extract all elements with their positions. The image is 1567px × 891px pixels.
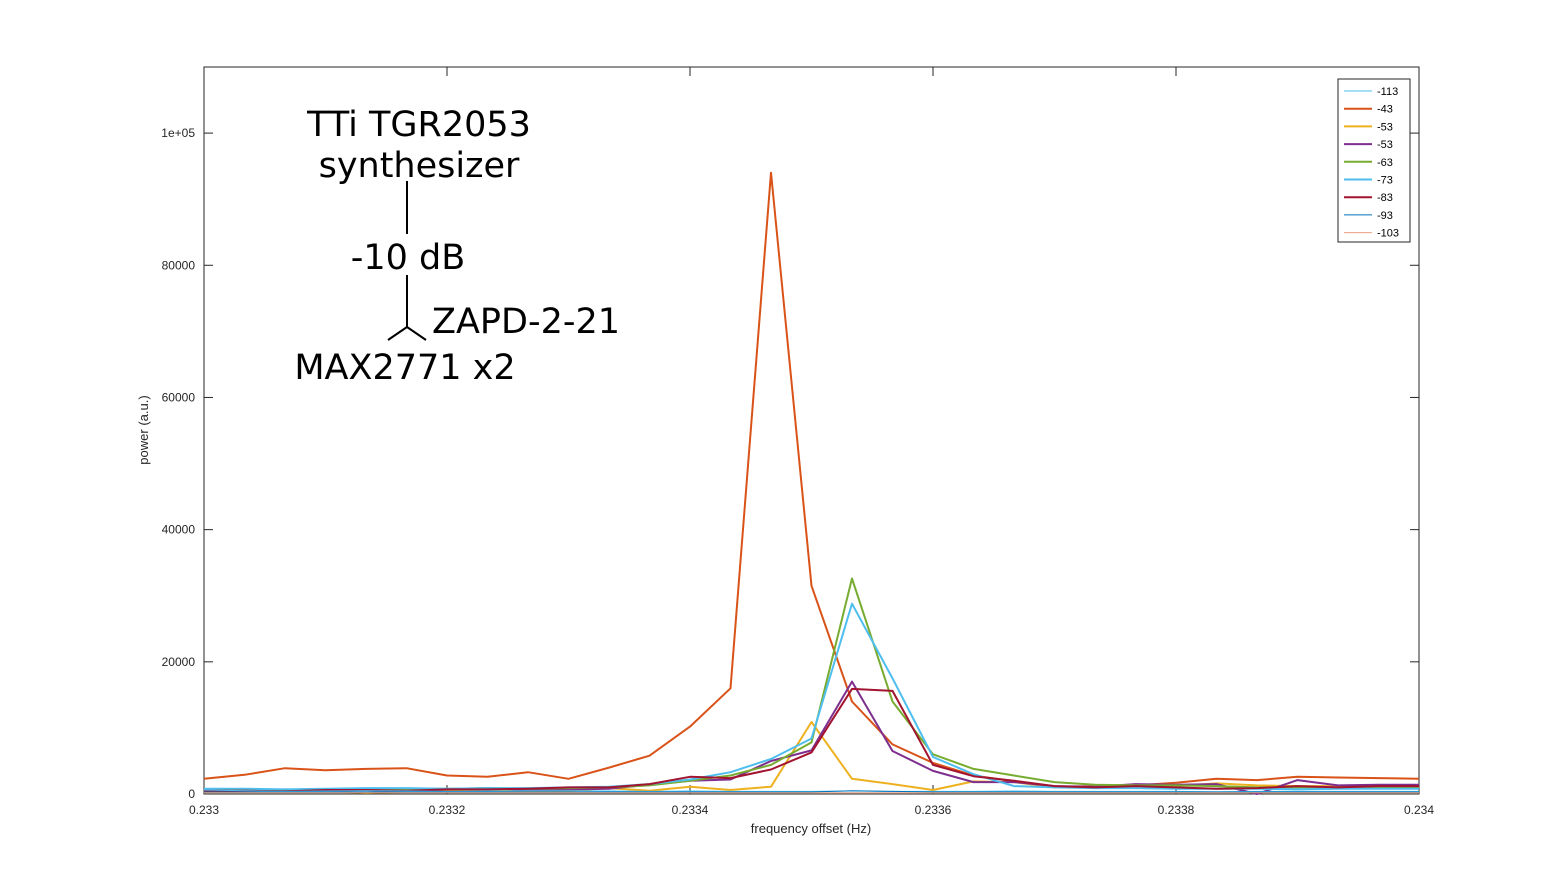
x-tick-label: 0.2334: [672, 803, 709, 817]
legend-entry-label: -53: [1377, 139, 1393, 151]
x-tick-label: 0.2338: [1158, 803, 1195, 817]
annotation-splitter: ZAPD-2-21: [432, 302, 620, 342]
x-tick-label: 0.2332: [429, 803, 466, 817]
legend-entry-label: -63: [1377, 157, 1393, 169]
signal-chain-annotation: TTi TGR2053 synthesizer -10 dB ZAPD-2-21…: [294, 105, 620, 388]
x-axis-label: frequency offset (Hz): [751, 821, 871, 836]
y-tick-label: 80000: [162, 258, 196, 272]
legend-entry-label: -43: [1377, 104, 1393, 116]
legend: -113 -43 -53 -53 -63 -73 -83 -93 -103: [1337, 78, 1411, 243]
y-tick-label: 60000: [162, 390, 196, 404]
annotation-attenuator: -10 dB: [351, 238, 466, 278]
y-axis-label: power (a.u.): [136, 395, 151, 464]
annotation-receiver: MAX2771 x2: [294, 348, 515, 388]
x-tick-label: 0.234: [1404, 803, 1434, 817]
y-tick-label: 40000: [162, 523, 196, 537]
y-tick-label: 20000: [162, 655, 196, 669]
annotation-synth-model: TTi TGR2053: [306, 105, 531, 145]
legend-box: [1337, 78, 1411, 243]
series-lines: [203, 171, 1420, 795]
legend-entry-label: -53: [1377, 121, 1393, 133]
series-line-7: [204, 790, 1419, 793]
y-tick-label: 0: [188, 787, 195, 801]
y-tick-label: 1e+05: [161, 126, 195, 140]
legend-entry-label: -83: [1377, 192, 1393, 204]
legend-entry-label: -113: [1377, 86, 1398, 98]
annotation-synth-label: synthesizer: [319, 146, 520, 186]
series-line-4: [203, 577, 1419, 792]
legend-entry-label: -93: [1377, 210, 1393, 222]
legend-entry-label: -73: [1377, 175, 1393, 187]
splitter-left-branch: [387, 326, 408, 341]
x-tick-label: 0.2336: [915, 803, 952, 817]
splitter-right-branch: [406, 326, 427, 341]
series-line-1: [203, 171, 1420, 788]
x-tick-label: 0.233: [189, 803, 219, 817]
legend-entry-label: -103: [1377, 228, 1399, 240]
